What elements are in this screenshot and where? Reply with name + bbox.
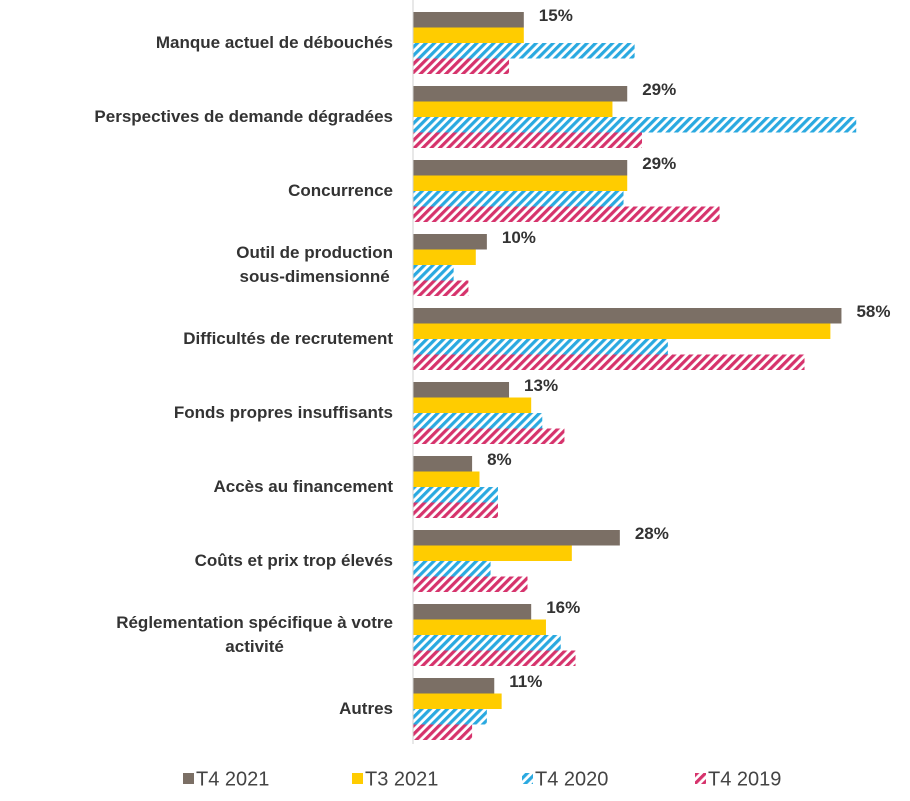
category-label: Manque actuel de débouchés [156, 31, 393, 55]
legend-swatch [695, 773, 706, 784]
data-label: 16% [546, 598, 580, 617]
bar [413, 354, 805, 370]
data-label: 13% [524, 376, 558, 395]
bar [413, 86, 628, 102]
category-text: Concurrence [288, 181, 393, 200]
data-label: 8% [487, 450, 512, 469]
legend-swatch [183, 773, 194, 784]
category-text: Manque actuel de débouchés [155, 33, 393, 52]
bar [413, 530, 620, 546]
data-label: 15% [539, 6, 573, 25]
legend-label: T4 2020 [535, 768, 608, 790]
bar [413, 619, 546, 635]
bar [413, 249, 476, 265]
data-label: 28% [635, 524, 669, 543]
bar [413, 280, 469, 296]
bar [413, 382, 510, 398]
bar [413, 604, 532, 620]
bar [413, 339, 668, 355]
bar [413, 27, 524, 43]
category-label: Difficultés de recrutement [183, 327, 393, 351]
bar [413, 397, 532, 413]
bar [413, 206, 720, 222]
bar [413, 487, 498, 503]
bar [413, 117, 857, 133]
bar [413, 635, 561, 651]
bar [413, 650, 576, 666]
bar [413, 12, 524, 28]
category-label: Perspectives de demande dégradées [94, 105, 393, 129]
category-label: Coûts et prix trop élevés [195, 549, 393, 573]
category-text: Outil de production sous-dimensionné [236, 243, 393, 286]
bar [413, 502, 498, 518]
bar [413, 456, 473, 472]
bar [413, 175, 628, 191]
bar [413, 234, 487, 250]
bar [413, 323, 831, 339]
category-label: Réglementation spécifique à votre activi… [116, 611, 393, 659]
bar [413, 693, 502, 709]
legend-label: T4 2021 [196, 768, 269, 790]
category-label: Fonds propres insuffisants [174, 401, 393, 425]
category-text: Perspectives de demande dégradées [94, 107, 393, 126]
bar [413, 101, 613, 117]
data-label: 10% [502, 228, 536, 247]
bar [413, 308, 842, 324]
bar [413, 191, 624, 207]
bar [413, 58, 510, 74]
category-label: Concurrence [288, 179, 393, 203]
bar [413, 471, 480, 487]
data-label: 29% [642, 80, 676, 99]
bar [413, 545, 572, 561]
bar [413, 265, 454, 281]
bar [413, 678, 495, 694]
category-text: Difficultés de recrutement [183, 329, 393, 348]
category-label: Autres [339, 697, 393, 721]
category-text: Fonds propres insuffisants [173, 403, 393, 422]
legend-label: T4 2019 [708, 768, 781, 790]
data-label: 11% [509, 672, 542, 691]
legend-swatch [352, 773, 363, 784]
category-text: Réglementation spécifique à votre activi… [116, 613, 393, 656]
bar [413, 160, 628, 176]
bar [413, 132, 642, 148]
bar [413, 428, 565, 444]
category-text: Coûts et prix trop élevés [194, 551, 393, 570]
bar [413, 43, 635, 59]
data-label: 58% [856, 302, 890, 321]
category-label: Accès au financement [213, 475, 393, 499]
category-text: Autres [339, 699, 393, 718]
bar [413, 576, 528, 592]
bar [413, 724, 473, 740]
bar [413, 413, 543, 429]
data-label: 29% [642, 154, 676, 173]
bar [413, 709, 487, 725]
category-label: Outil de production sous-dimensionné [236, 241, 393, 289]
category-text: Accès au financement [213, 477, 393, 496]
bar [413, 561, 491, 577]
legend-label: T3 2021 [365, 768, 438, 790]
legend-swatch [522, 773, 533, 784]
